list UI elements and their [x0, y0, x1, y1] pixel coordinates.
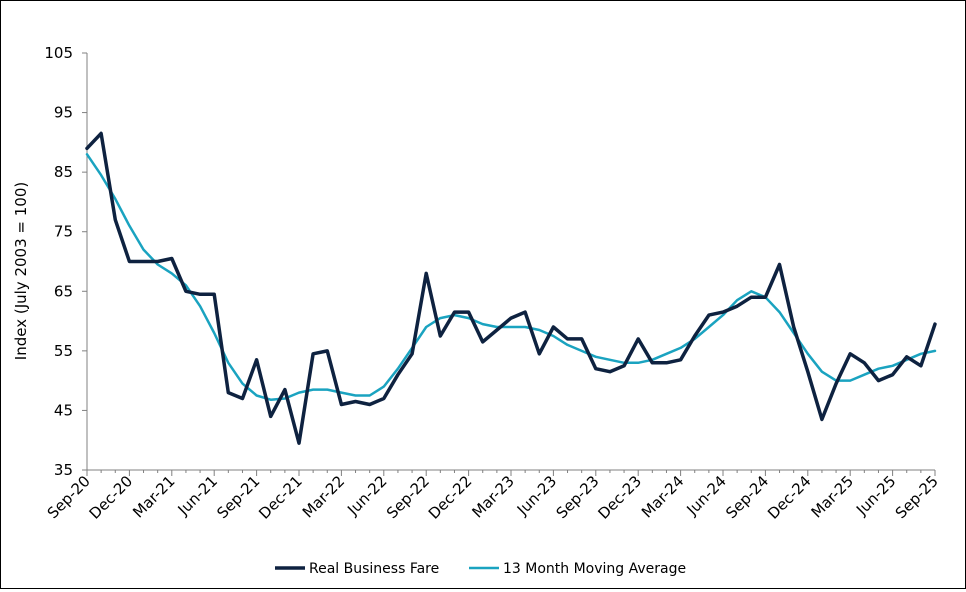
y-axis-label: Index (July 2003 = 100) [12, 182, 30, 360]
series-line-real-business-fare [85, 131, 937, 445]
series-line-13-month-moving-average [85, 153, 937, 401]
x-tick-label: Jun-25 [852, 472, 899, 519]
legend-item-real-business-fare-label: Real Business Fare [309, 561, 439, 577]
x-tick-label: Sep-21 [213, 472, 263, 522]
y-tick-label: 65 [54, 282, 73, 300]
x-tick-label: Jun-21 [174, 472, 221, 519]
y-tick-label: 45 [54, 401, 73, 419]
x-tick-label: Sep-24 [722, 472, 772, 522]
y-tick-labels: 35 45 55 65 75 85 95 105 [44, 44, 73, 479]
x-tick-label: Mar-22 [299, 472, 348, 521]
x-tick-label: Mar-23 [468, 472, 517, 521]
x-tick-label: Dec-20 [86, 472, 137, 523]
x-tick-labels: Sep-20Dec-20Mar-21Jun-21Sep-21Dec-21Mar-… [44, 472, 942, 523]
x-tick-label: Dec-22 [425, 472, 476, 523]
legend: Real Business Fare 13 Month Moving Averag… [275, 561, 686, 577]
x-tick-label: Dec-21 [255, 472, 306, 523]
y-tick-label: 55 [54, 342, 73, 360]
x-tick-label: Dec-24 [764, 472, 815, 523]
x-tick-label: Jun-22 [343, 472, 390, 519]
legend-item-13-month-moving-average-label: 13 Month Moving Average [503, 561, 686, 577]
x-tick-label: Mar-21 [129, 472, 178, 521]
x-tick-label: Sep-23 [553, 472, 603, 522]
x-tick-label: Sep-25 [892, 472, 942, 522]
y-tick-label: 95 [54, 104, 73, 122]
x-tick-label: Sep-20 [44, 472, 94, 522]
x-tick-label: Mar-25 [808, 472, 857, 521]
axes [82, 52, 936, 476]
x-tick-label: Jun-24 [682, 472, 729, 519]
x-tick-label: Dec-23 [594, 472, 645, 523]
x-tick-label: Jun-23 [513, 472, 560, 519]
y-tick-label: 35 [54, 461, 73, 479]
x-tick-label: Sep-22 [383, 472, 433, 522]
y-tick-label: 105 [44, 44, 73, 62]
y-tick-label: 85 [54, 163, 73, 181]
x-tick-label: Mar-24 [638, 472, 687, 521]
y-tick-label: 75 [54, 223, 73, 241]
series-lines [85, 131, 937, 445]
